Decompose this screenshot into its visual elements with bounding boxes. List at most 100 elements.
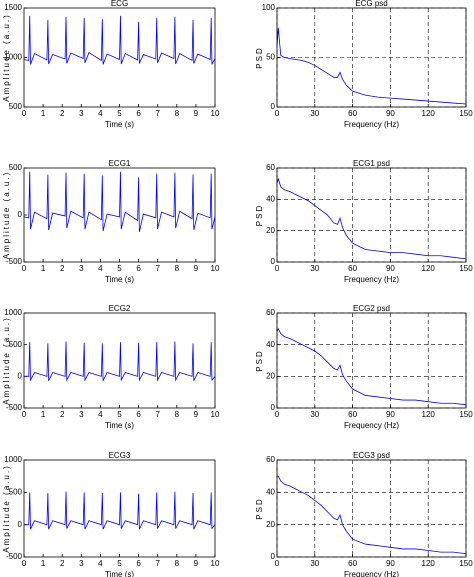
line (23, 15, 216, 65)
plot-area (276, 312, 467, 409)
y-axis-label: PSD (255, 349, 264, 371)
chart-title: ECG2 psd (353, 304, 390, 313)
y-tick-label: 50 (266, 53, 275, 62)
x-tick-label: 0 (275, 410, 280, 419)
y-axis-label: PSD (255, 204, 264, 226)
y-tick-label: 100 (262, 3, 276, 12)
x-tick-label: 5 (117, 264, 122, 273)
x-tick-label: 5 (117, 410, 122, 419)
x-tick-label: 0 (275, 559, 280, 568)
y-tick-label: 20 (266, 371, 275, 380)
y-tick-label: 0 (18, 210, 23, 219)
x-tick-label: 6 (136, 109, 141, 118)
x-axis-label: Time (s) (105, 421, 134, 430)
x-tick-label: 120 (422, 264, 436, 273)
x-tick-label: 30 (310, 109, 319, 118)
y-tick-label: 0 (271, 403, 276, 412)
x-tick-label: 90 (386, 264, 395, 273)
x-axis-label: Time (s) (105, 120, 134, 129)
x-tick-label: 0 (22, 559, 27, 568)
x-tick-label: 1 (41, 559, 46, 568)
x-tick-label: 60 (348, 264, 357, 273)
x-tick-label: 150 (459, 410, 473, 419)
x-tick-label: 7 (155, 559, 160, 568)
x-tick-label: 3 (79, 109, 84, 118)
x-tick-label: 120 (422, 109, 436, 118)
x-tick-label: 10 (211, 410, 220, 419)
y-axis-label: Amplitude (a.u.) (2, 316, 11, 404)
x-tick-label: 4 (98, 410, 103, 419)
x-tick-label: 150 (459, 109, 473, 118)
y-tick-label: 0 (18, 371, 23, 380)
x-tick-label: 150 (459, 264, 473, 273)
chart-title: ECG3 psd (353, 451, 390, 460)
line (24, 491, 216, 530)
x-tick-label: 4 (98, 264, 103, 273)
plot-area (276, 167, 467, 263)
x-tick-label: 150 (459, 559, 473, 568)
line (276, 177, 467, 260)
x-tick-label: 10 (211, 264, 220, 273)
y-tick-label: 60 (266, 163, 275, 172)
line (24, 341, 216, 382)
x-tick-label: 7 (155, 410, 160, 419)
y-axis-label: Amplitude (a.u.) (2, 464, 11, 552)
y-axis-label: Amplitude (a.u.) (2, 13, 11, 101)
x-tick-label: 4 (98, 109, 103, 118)
y-tick-label: 1000 (4, 53, 22, 62)
x-tick-label: 10 (211, 559, 220, 568)
x-tick-label: 4 (98, 559, 103, 568)
x-tick-label: 120 (422, 410, 436, 419)
x-tick-label: 6 (136, 264, 141, 273)
x-tick-label: 8 (175, 559, 180, 568)
chart-title: ECG (111, 0, 128, 8)
x-tick-label: 3 (79, 559, 84, 568)
y-tick-label: 40 (266, 340, 275, 349)
chart-title: ECG psd (355, 0, 387, 8)
y-tick-label: 1000 (4, 455, 22, 464)
x-tick-label: 0 (22, 109, 27, 118)
line (277, 475, 467, 555)
y-tick-label: -500 (6, 257, 23, 266)
x-tick-label: 2 (60, 410, 65, 419)
x-tick-label: 30 (310, 264, 319, 273)
y-tick-label: 0 (271, 102, 276, 111)
y-tick-label: -500 (6, 552, 23, 561)
y-axis-label: PSD (255, 46, 264, 68)
x-tick-label: 9 (194, 410, 199, 419)
plot-area (23, 312, 216, 409)
x-tick-label: 0 (22, 264, 27, 273)
x-tick-label: 2 (60, 109, 65, 118)
x-tick-label: 8 (175, 109, 180, 118)
x-tick-label: 9 (194, 264, 199, 273)
x-axis-label: Time (s) (105, 570, 134, 577)
x-tick-label: 30 (310, 410, 319, 419)
y-tick-label: 60 (266, 308, 275, 317)
x-tick-label: 1 (41, 109, 46, 118)
chart-title: ECG1 (109, 159, 131, 168)
y-tick-label: 500 (9, 163, 23, 172)
x-tick-label: 1 (41, 410, 46, 419)
y-axis-label: PSD (255, 497, 264, 519)
y-tick-label: 40 (266, 487, 275, 496)
x-tick-label: 90 (386, 109, 395, 118)
x-tick-label: 6 (136, 559, 141, 568)
y-axis-label: Amplitude (a.u.) (2, 171, 11, 259)
chart-title: ECG2 (109, 304, 131, 313)
line (276, 327, 467, 406)
x-tick-label: 60 (348, 559, 357, 568)
y-tick-label: 1500 (4, 3, 22, 12)
x-tick-label: 0 (275, 264, 280, 273)
y-tick-label: 20 (266, 226, 275, 235)
y-tick-label: 20 (266, 520, 275, 529)
x-tick-label: 8 (175, 410, 180, 419)
plot-area (276, 459, 467, 558)
y-tick-label: 40 (266, 194, 275, 203)
y-tick-label: 0 (271, 552, 276, 561)
x-tick-label: 0 (22, 410, 27, 419)
x-tick-label: 1 (41, 264, 46, 273)
y-tick-label: 500 (9, 340, 23, 349)
line (276, 27, 467, 105)
x-axis-label: Frequency (Hz) (344, 275, 399, 284)
